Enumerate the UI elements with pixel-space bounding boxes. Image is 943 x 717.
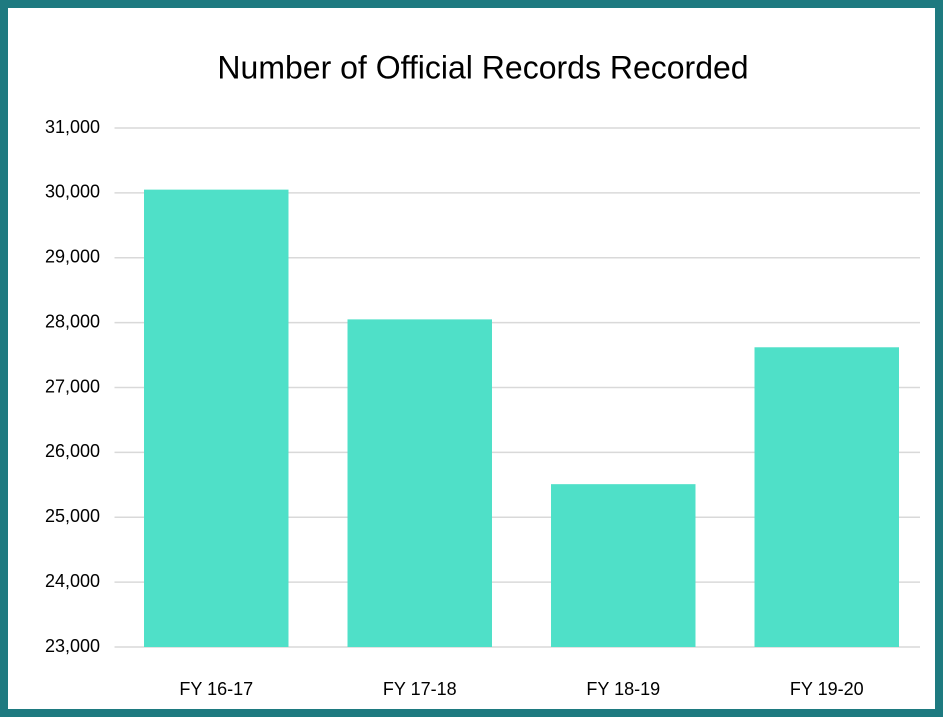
y-tick-label: 24,000: [45, 571, 100, 591]
y-tick-label: 30,000: [45, 182, 100, 202]
bar: [551, 484, 696, 647]
y-tick-label: 26,000: [45, 441, 100, 461]
chart-title: Number of Official Records Recorded: [217, 49, 748, 85]
x-tick-label: FY 16-17: [179, 679, 253, 699]
y-tick-label: 31,000: [45, 117, 100, 137]
bar: [347, 319, 492, 647]
y-tick-label: 23,000: [45, 636, 100, 656]
bar: [144, 189, 289, 647]
y-tick-label: 25,000: [45, 506, 100, 526]
bar: [754, 347, 899, 647]
x-tick-label: FY 19-20: [790, 679, 864, 699]
x-tick-label: FY 17-18: [383, 679, 457, 699]
x-tick-label: FY 18-19: [586, 679, 660, 699]
y-tick-label: 29,000: [45, 247, 100, 267]
y-tick-label: 28,000: [45, 311, 100, 331]
y-tick-label: 27,000: [45, 376, 100, 396]
